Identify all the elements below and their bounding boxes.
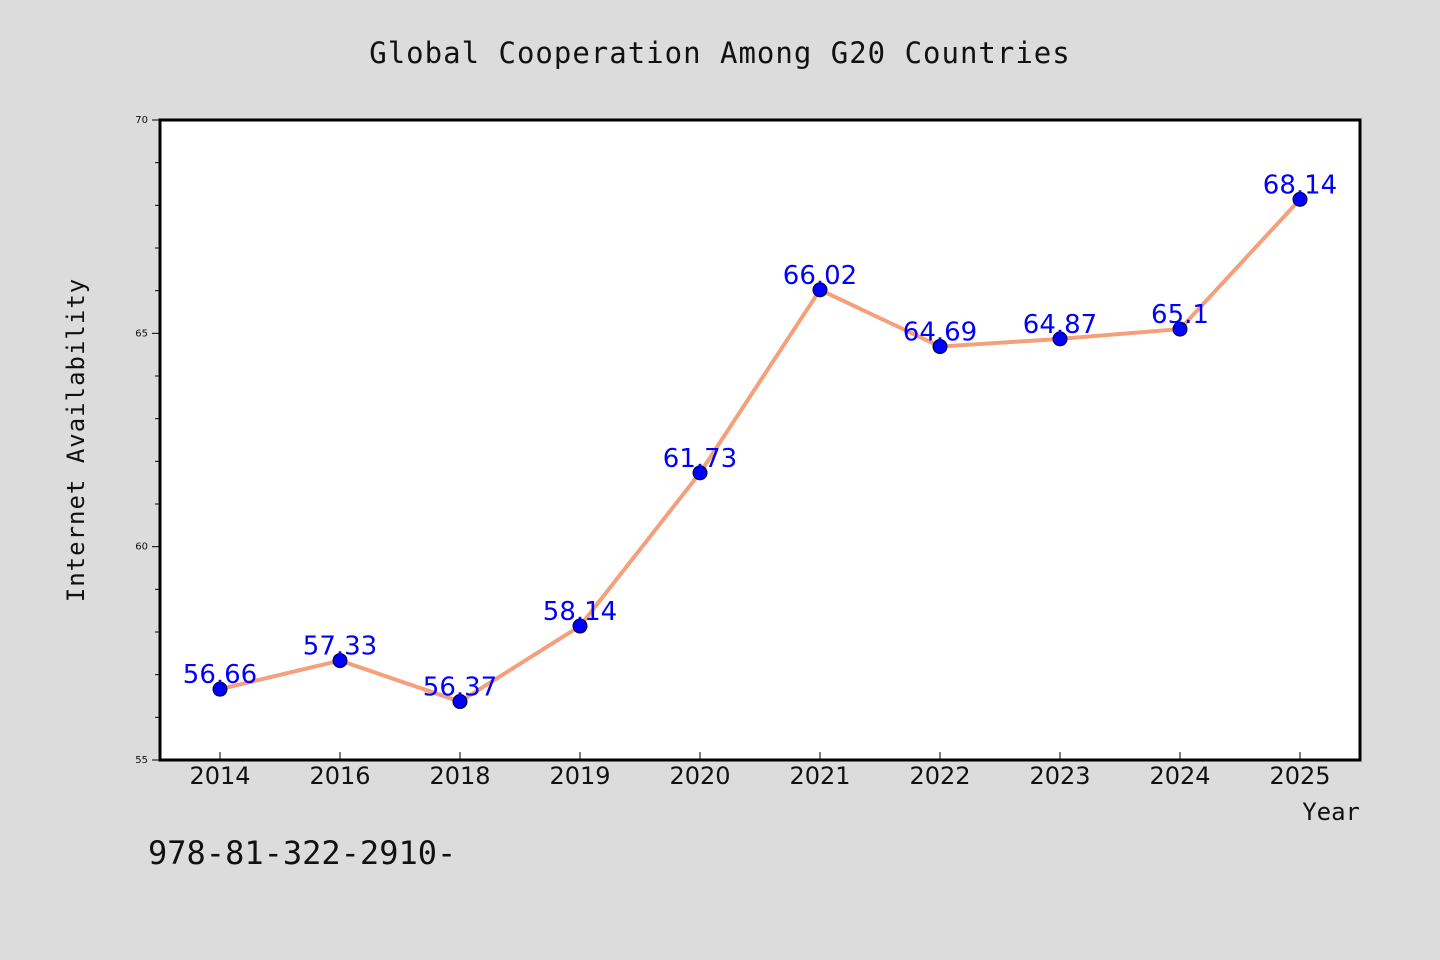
data-label: 57.33 bbox=[303, 632, 377, 662]
x-tick-label: 2016 bbox=[309, 762, 370, 790]
data-label: 68.14 bbox=[1263, 170, 1337, 200]
data-point bbox=[692, 465, 708, 481]
x-tick-label: 2021 bbox=[789, 762, 850, 790]
data-point bbox=[1172, 321, 1188, 337]
plot-area bbox=[158, 118, 1362, 762]
data-label: 56.66 bbox=[183, 660, 257, 690]
data-label: 56.37 bbox=[423, 673, 497, 703]
data-point bbox=[1052, 331, 1068, 347]
data-label: 64.69 bbox=[903, 318, 977, 348]
x-axis-label: Year bbox=[1302, 798, 1360, 826]
y-axis-label: Internet Availability bbox=[62, 278, 90, 602]
data-point bbox=[212, 681, 228, 697]
data-point bbox=[1292, 191, 1308, 207]
x-tick-label: 2024 bbox=[1149, 762, 1210, 790]
y-axis: 55 60 65 70 bbox=[135, 115, 160, 766]
chart-title: Global Cooperation Among G20 Countries bbox=[369, 36, 1070, 70]
data-label: 58.14 bbox=[543, 597, 617, 627]
y-tick-label: 65 bbox=[135, 328, 148, 339]
x-tick-label: 2023 bbox=[1029, 762, 1090, 790]
y-tick-label: 55 bbox=[135, 755, 148, 766]
x-tick-label: 2019 bbox=[549, 762, 610, 790]
isbn-annotation: 978-81-322-2910- bbox=[148, 834, 456, 872]
x-tick-label: 2022 bbox=[909, 762, 970, 790]
data-point bbox=[572, 618, 588, 634]
data-point bbox=[812, 282, 828, 298]
x-axis: 2014 2016 2018 2019 2020 2021 2022 2023 2024 2025 bbox=[189, 752, 1331, 790]
series-line bbox=[218, 197, 1302, 704]
x-tick-label: 2020 bbox=[669, 762, 730, 790]
y-tick-label: 70 bbox=[135, 115, 148, 126]
x-tick-label: 2014 bbox=[189, 762, 250, 790]
data-point bbox=[932, 339, 948, 355]
y-tick-label: 60 bbox=[135, 542, 148, 553]
data-label: 61.73 bbox=[663, 444, 737, 474]
data-label: 65.1 bbox=[1151, 300, 1209, 330]
data-point bbox=[332, 653, 348, 669]
data-label: 66.02 bbox=[783, 261, 857, 291]
series-group: 56.66 57.33 56.37 58.14 61.73 66.02 64.69 64.87… bbox=[183, 170, 1337, 710]
x-tick-label: 2018 bbox=[429, 762, 490, 790]
data-point bbox=[452, 694, 468, 710]
data-label: 64.87 bbox=[1023, 310, 1097, 340]
x-tick-label: 2025 bbox=[1269, 762, 1330, 790]
